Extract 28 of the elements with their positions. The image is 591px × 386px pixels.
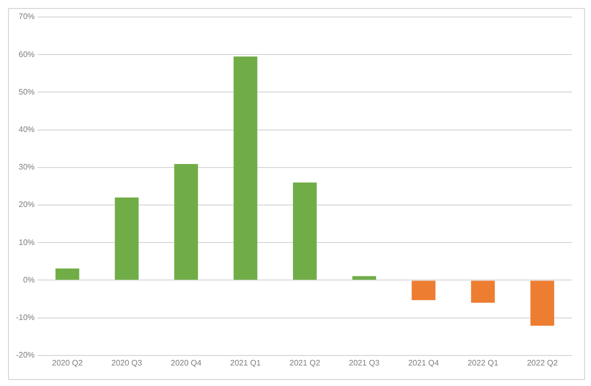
x-tick-label: 2022 Q1 bbox=[468, 358, 499, 368]
x-tick-label: 2022 Q2 bbox=[526, 358, 558, 368]
x-tick-label: 2021 Q1 bbox=[230, 358, 262, 368]
x-tick-label: 2020 Q2 bbox=[52, 358, 84, 368]
y-tick-label: 0% bbox=[23, 275, 35, 284]
y-tick-label: 60% bbox=[18, 50, 35, 59]
y-tick-label: 70% bbox=[18, 12, 35, 22]
bar bbox=[471, 280, 495, 303]
bar bbox=[292, 182, 317, 280]
y-tick-label: 10% bbox=[18, 238, 35, 247]
x-tick-label: 2020 Q4 bbox=[170, 358, 202, 368]
x-tick-label: 2021 Q2 bbox=[289, 358, 321, 368]
bar bbox=[55, 268, 80, 280]
bar bbox=[114, 197, 139, 280]
bar bbox=[412, 280, 436, 300]
y-tick-label: -10% bbox=[16, 313, 35, 322]
x-tick-label: 2021 Q3 bbox=[348, 358, 380, 368]
bar bbox=[530, 280, 554, 326]
y-tick-label: 40% bbox=[18, 125, 35, 134]
bar bbox=[174, 164, 198, 280]
bar bbox=[352, 276, 376, 280]
y-tick-label: 30% bbox=[18, 162, 35, 172]
bar bbox=[234, 56, 258, 280]
x-tick-label: 2020 Q3 bbox=[111, 358, 143, 368]
y-tick-label: 50% bbox=[18, 87, 35, 96]
x-tick-label: 2021 Q4 bbox=[408, 358, 440, 368]
y-tick-label: -20% bbox=[16, 350, 35, 360]
y-tick-label: 20% bbox=[18, 200, 35, 210]
